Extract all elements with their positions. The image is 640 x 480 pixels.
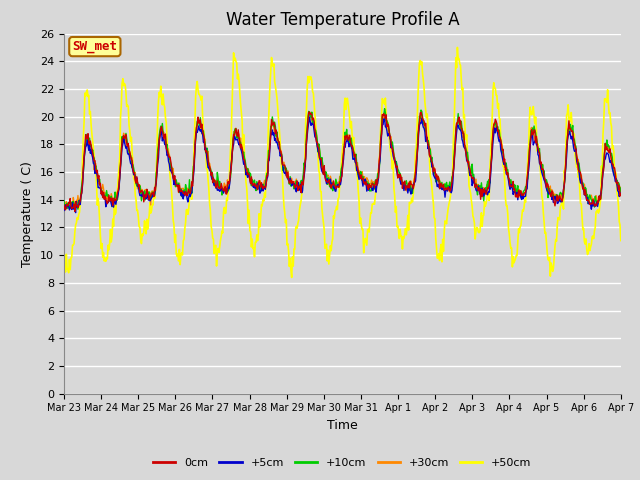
Title: Water Temperature Profile A: Water Temperature Profile A	[225, 11, 460, 29]
Y-axis label: Temperature ( C): Temperature ( C)	[22, 161, 35, 266]
Text: SW_met: SW_met	[72, 40, 117, 53]
X-axis label: Time: Time	[327, 419, 358, 432]
Legend: 0cm, +5cm, +10cm, +30cm, +50cm: 0cm, +5cm, +10cm, +30cm, +50cm	[148, 453, 536, 472]
